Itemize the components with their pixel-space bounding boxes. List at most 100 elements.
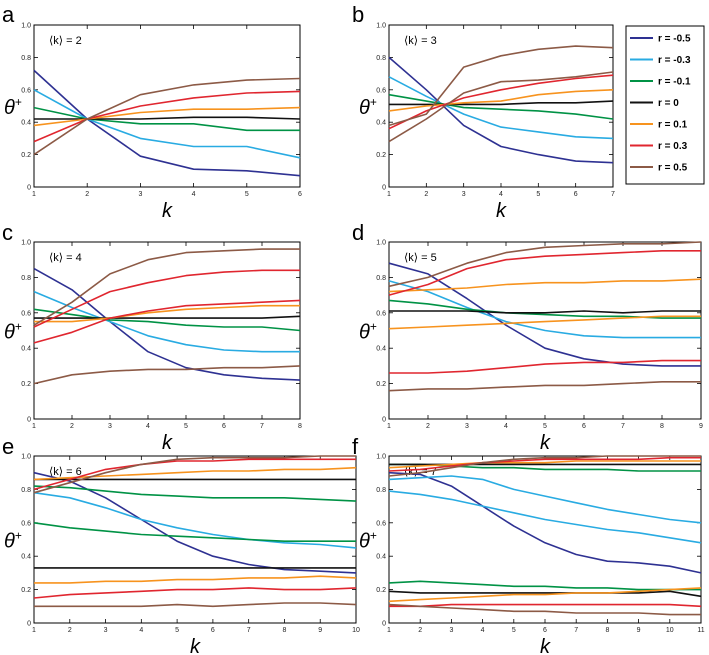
x-tick-label: 4 bbox=[139, 627, 143, 634]
series-line-3 bbox=[388, 93, 614, 120]
y-tick-label: 0.6 bbox=[376, 310, 386, 317]
y-tick-label: 1.0 bbox=[376, 23, 386, 30]
series-line-4 bbox=[389, 100, 614, 106]
y-tick-label: 0 bbox=[382, 185, 386, 192]
series-line-6 bbox=[33, 90, 301, 143]
series-line-4 bbox=[389, 310, 701, 314]
panel-letter: d bbox=[352, 220, 364, 245]
x-tick-label: 3 bbox=[465, 423, 469, 430]
legend-label: r = -0.3 bbox=[658, 55, 691, 66]
x-tick-label: 1 bbox=[32, 423, 36, 430]
x-tick-label: 6 bbox=[574, 191, 578, 198]
legend-label: r = 0.5 bbox=[658, 163, 688, 174]
series-line-7 bbox=[33, 77, 301, 156]
y-tick-label: 1.0 bbox=[376, 454, 386, 461]
x-tick-label: 9 bbox=[699, 423, 703, 430]
x-tick-label: 2 bbox=[85, 191, 89, 198]
panel-letter: c bbox=[2, 220, 13, 245]
y-tick-label: 0.6 bbox=[21, 310, 31, 317]
x-tick-label: 8 bbox=[282, 627, 286, 634]
panel-e: e ⟨k⟩ = 6 0 0.2 0.4 0.6 0.8 1.0 1 2 3 4 5 6 7 8 9 10 k θ+ bbox=[2, 434, 360, 655]
y-axis-symbol: θ bbox=[4, 322, 15, 344]
mean-degree-annotation: ⟨k⟩ = 5 bbox=[404, 252, 437, 264]
y-tick-label: 1.0 bbox=[21, 23, 31, 30]
x-tick-label: 1 bbox=[387, 423, 391, 430]
series-line-8 bbox=[34, 575, 357, 584]
series-line-9 bbox=[388, 241, 702, 288]
x-tick-label: 5 bbox=[512, 627, 516, 634]
x-tick-label: 5 bbox=[245, 191, 249, 198]
y-tick-label: 0.8 bbox=[21, 487, 31, 494]
series-line-1 bbox=[388, 262, 701, 367]
x-tick-label: 5 bbox=[543, 423, 547, 430]
series-line-4 bbox=[34, 315, 301, 319]
series-line-10 bbox=[388, 456, 701, 472]
y-tick-label: 0.8 bbox=[376, 275, 386, 282]
series-line-8 bbox=[388, 460, 701, 469]
y-tick-label: 1.0 bbox=[21, 454, 31, 461]
x-tick-label: 1 bbox=[387, 191, 391, 198]
plot-frame bbox=[33, 24, 301, 188]
legend-label: r = -0.5 bbox=[658, 34, 691, 45]
y-axis-label: θ+ bbox=[4, 320, 22, 344]
x-tick-label: 6 bbox=[298, 191, 302, 198]
legend-label: r = 0.3 bbox=[658, 141, 688, 152]
x-tick-label: 4 bbox=[481, 627, 485, 634]
x-tick-label: 3 bbox=[449, 627, 453, 634]
mean-degree-annotation: ⟨k⟩ = 4 bbox=[49, 252, 82, 264]
legend-label: r = -0.1 bbox=[658, 77, 691, 88]
x-tick-label: 7 bbox=[247, 627, 251, 634]
y-tick-label: 0.8 bbox=[21, 275, 31, 282]
series-line-2 bbox=[33, 290, 300, 353]
series-line-2 bbox=[388, 280, 701, 339]
y-axis-label: θ+ bbox=[359, 95, 377, 119]
y-tick-label: 0.6 bbox=[21, 520, 31, 527]
series-line-6 bbox=[388, 74, 614, 130]
y-tick-label: 0.8 bbox=[21, 55, 31, 62]
y-tick-label: 0.4 bbox=[376, 554, 386, 561]
series-line-6 bbox=[388, 278, 702, 293]
y-tick-label: 0.6 bbox=[376, 520, 386, 527]
x-tick-label: 3 bbox=[104, 627, 108, 634]
y-axis-superscript: + bbox=[15, 529, 22, 543]
series-line-7 bbox=[388, 590, 702, 598]
x-tick-label: 8 bbox=[660, 423, 664, 430]
series-line-4 bbox=[34, 116, 301, 120]
x-tick-label: 6 bbox=[543, 627, 547, 634]
y-tick-label: 0.2 bbox=[376, 152, 386, 159]
y-axis-label: θ+ bbox=[359, 529, 377, 553]
series-line-3 bbox=[388, 299, 701, 319]
series-line-7 bbox=[388, 71, 614, 143]
x-tick-label: 4 bbox=[192, 191, 196, 198]
panel-letter: e bbox=[2, 434, 14, 459]
series-line-3 bbox=[388, 475, 702, 524]
series-line-11 bbox=[389, 603, 702, 608]
mean-degree-annotation: ⟨k⟩ = 6 bbox=[49, 466, 82, 478]
series-line-7 bbox=[33, 269, 300, 328]
y-tick-label: 0.4 bbox=[376, 346, 386, 353]
x-axis-label: k bbox=[540, 432, 551, 454]
legend-label: r = 0 bbox=[658, 98, 679, 109]
y-axis-label: θ+ bbox=[4, 95, 22, 119]
series-line-9 bbox=[33, 458, 356, 491]
series-line-13 bbox=[388, 603, 701, 616]
series-line-1 bbox=[388, 471, 702, 574]
y-axis-superscript: + bbox=[370, 320, 377, 334]
x-tick-label: 7 bbox=[574, 627, 578, 634]
x-tick-label: 6 bbox=[582, 423, 586, 430]
series-line-1 bbox=[33, 267, 301, 381]
y-axis-superscript: + bbox=[15, 95, 22, 109]
mean-degree-annotation: ⟨k⟩ = 3 bbox=[404, 35, 437, 47]
y-tick-label: 0 bbox=[382, 621, 386, 628]
y-tick-label: 0.4 bbox=[376, 120, 386, 127]
x-tick-label: 3 bbox=[462, 191, 466, 198]
series-line-5 bbox=[388, 580, 701, 591]
y-tick-label: 0 bbox=[27, 185, 31, 192]
panel-c: c ⟨k⟩ = 4 0 0.2 0.4 0.6 0.8 1.0 1 2 3 4 5 6 7 8 k θ+ bbox=[2, 220, 302, 454]
x-tick-label: 11 bbox=[697, 627, 704, 634]
x-tick-label: 9 bbox=[637, 627, 641, 634]
series-line-3 bbox=[33, 485, 357, 502]
y-axis-superscript: + bbox=[370, 529, 377, 543]
series-line-10 bbox=[33, 587, 357, 599]
